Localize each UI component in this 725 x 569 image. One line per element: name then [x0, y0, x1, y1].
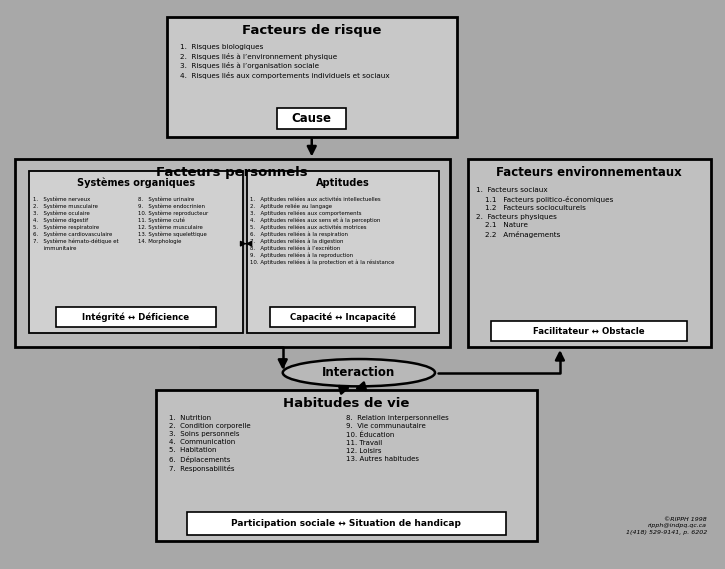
FancyBboxPatch shape: [29, 171, 243, 333]
Text: Interaction: Interaction: [322, 366, 396, 379]
Text: 1.  Risques biologiques
2.  Risques liés à l’environnement physique
3.  Risques : 1. Risques biologiques 2. Risques liés à…: [180, 44, 389, 79]
FancyBboxPatch shape: [247, 171, 439, 333]
FancyBboxPatch shape: [167, 17, 457, 137]
FancyBboxPatch shape: [278, 108, 347, 129]
Text: Facteurs environnementaux: Facteurs environnementaux: [496, 166, 682, 179]
Text: Aptitudes: Aptitudes: [315, 178, 370, 188]
FancyBboxPatch shape: [270, 307, 415, 327]
FancyBboxPatch shape: [14, 159, 450, 347]
FancyBboxPatch shape: [156, 390, 536, 541]
Text: 8.   Système urinaire
9.   Système endocrinien
10. Système reproducteur
11. Syst: 8. Système urinaire 9. Système endocrini…: [138, 196, 208, 244]
FancyBboxPatch shape: [492, 321, 687, 341]
Text: Cause: Cause: [291, 112, 332, 125]
FancyBboxPatch shape: [468, 159, 710, 347]
Text: 1.  Nutrition
2.  Condition corporelle
3.  Soins personnels
4.  Communication
5.: 1. Nutrition 2. Condition corporelle 3. …: [169, 415, 251, 472]
Text: Facteurs de risque: Facteurs de risque: [242, 24, 381, 37]
Text: Facteurs personnels: Facteurs personnels: [156, 166, 308, 179]
Text: 1.  Facteurs sociaux
    1.1   Facteurs politico-économiques
    1.2   Facteurs : 1. Facteurs sociaux 1.1 Facteurs politic…: [476, 187, 613, 238]
Text: Participation sociale ↔ Situation de handicap: Participation sociale ↔ Situation de han…: [231, 519, 461, 528]
Text: ©RIPPH 1998
ripph@indpq.qc.ca
1(418) 529-9141, p. 6202: ©RIPPH 1998 ripph@indpq.qc.ca 1(418) 529…: [626, 517, 707, 535]
Text: Systèmes organiques: Systèmes organiques: [77, 178, 195, 188]
FancyBboxPatch shape: [57, 307, 216, 327]
Text: Habitudes de vie: Habitudes de vie: [283, 397, 410, 410]
FancyBboxPatch shape: [187, 512, 505, 535]
Text: 8.  Relation interpersonnelles
9.  Vie communautaire
10. Éducation
11. Travail
1: 8. Relation interpersonnelles 9. Vie com…: [347, 415, 449, 462]
Text: 1.   Aptitudes reliées aux activités intellectuelles
2.   Aptitude reliée au lan: 1. Aptitudes reliées aux activités intel…: [250, 196, 394, 266]
Ellipse shape: [283, 359, 435, 386]
Text: Capacité ↔ Incapacité: Capacité ↔ Incapacité: [289, 312, 396, 321]
Text: Facilitateur ↔ Obstacle: Facilitateur ↔ Obstacle: [534, 327, 645, 336]
Text: Intégrité ↔ Déficience: Intégrité ↔ Déficience: [83, 312, 189, 321]
Text: 1.   Système nerveux
2.   Système musculaire
3.   Système oculaire
4.   Système : 1. Système nerveux 2. Système musculaire…: [33, 196, 118, 251]
